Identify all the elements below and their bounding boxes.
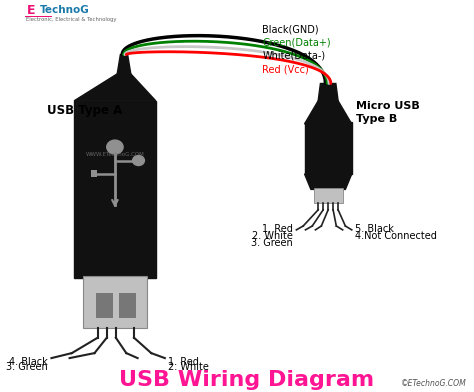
Bar — [25, 16, 52, 17]
Bar — [96, 293, 113, 318]
Bar — [83, 276, 146, 328]
Circle shape — [133, 156, 145, 165]
Bar — [74, 101, 156, 278]
Text: 2. White: 2. White — [168, 362, 210, 372]
Polygon shape — [305, 101, 352, 124]
Text: 2. White: 2. White — [252, 230, 293, 241]
Circle shape — [107, 140, 123, 154]
Text: 3. Green: 3. Green — [6, 362, 48, 372]
Polygon shape — [305, 174, 352, 189]
Bar — [91, 170, 97, 177]
Bar — [314, 188, 343, 203]
Text: E: E — [27, 4, 35, 17]
Text: ©ETechnoG.COM: ©ETechnoG.COM — [401, 379, 466, 388]
Text: USB Wiring Diagram: USB Wiring Diagram — [119, 370, 374, 390]
Bar — [118, 293, 136, 318]
Text: 1. Red: 1. Red — [168, 357, 200, 367]
Text: White(Data-): White(Data-) — [263, 51, 326, 60]
Text: USB Type A: USB Type A — [47, 104, 122, 117]
Text: Red (Vcc): Red (Vcc) — [263, 64, 309, 74]
Text: 5. Black: 5. Black — [356, 224, 394, 234]
Polygon shape — [74, 74, 156, 101]
Text: Electronic, Electrical & Technology: Electronic, Electrical & Technology — [27, 17, 117, 22]
Bar — [305, 122, 352, 174]
Text: 4. Black: 4. Black — [9, 357, 48, 367]
Text: WWW.ETechnoG.COM: WWW.ETechnoG.COM — [86, 152, 144, 157]
Text: 3. Green: 3. Green — [251, 238, 293, 248]
Text: Micro USB
Type B: Micro USB Type B — [356, 101, 420, 123]
Polygon shape — [318, 83, 338, 101]
Text: TechnoG: TechnoG — [40, 5, 90, 15]
Text: Black(GND): Black(GND) — [263, 25, 319, 34]
Text: Green(Data+): Green(Data+) — [263, 37, 331, 47]
Text: 4.Not Connected: 4.Not Connected — [356, 230, 437, 241]
Polygon shape — [117, 54, 131, 74]
Text: 1. Red: 1. Red — [262, 224, 293, 234]
